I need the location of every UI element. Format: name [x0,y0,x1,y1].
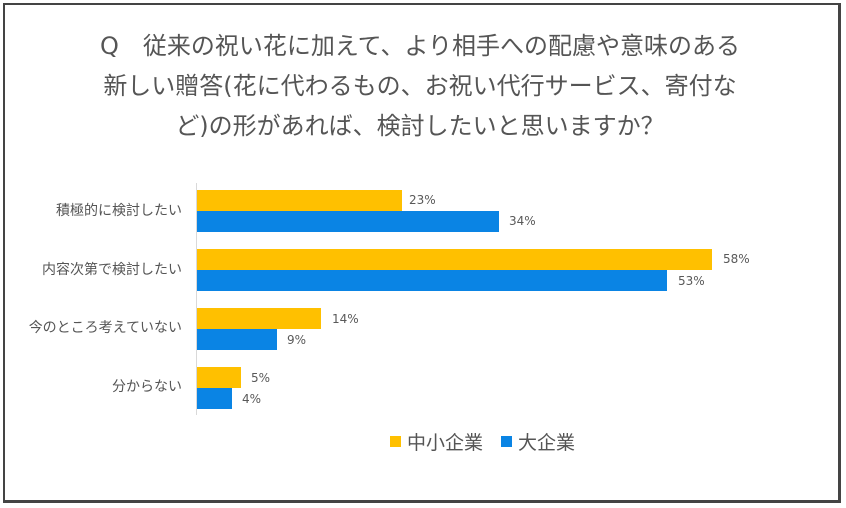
legend-item-sme: 中小企業 [390,428,483,455]
title-line-2: 新しい贈答(花に代わるもの、お祝い代行サービス、寄付な [103,72,737,100]
legend-item-large: 大企業 [501,428,575,455]
chart-legend: 中小企業 大企業 [390,428,593,455]
category-label: 内容次第で検討したい [42,262,182,278]
legend-label-large: 大企業 [518,432,576,454]
legend-swatch-large [501,436,513,447]
category-axis-line [196,183,197,415]
bar-large [197,270,667,291]
value-label-sme: 58% [723,252,750,266]
value-label-large: 53% [678,274,705,288]
bar-sme [197,308,321,329]
bar-sme [197,190,402,211]
category-label: 今のところ考えていない [28,320,182,336]
chart-title: Q 従来の祝い花に加えて、より相手への配慮や意味のある 新しい贈答(花に代わるも… [0,26,840,146]
bar-large [197,388,232,409]
bar-sme [197,249,712,270]
value-label-sme: 23% [409,193,436,207]
bar-sme [197,367,241,388]
category-label: 積極的に検討したい [56,203,182,219]
value-label-sme: 5% [251,371,271,385]
title-line-3: ど)の形があれば、検討したいと思いますか？ [175,112,665,140]
legend-swatch-sme [390,436,401,447]
bar-large [197,329,277,350]
value-label-large: 4% [242,392,262,406]
bar-large [197,211,499,232]
value-label-large: 34% [509,214,536,228]
title-line-1: Q 従来の祝い花に加えて、より相手への配慮や意味のある [99,32,740,60]
legend-label-sme: 中小企業 [407,432,484,454]
value-label-large: 9% [287,333,307,347]
value-label-sme: 14% [332,312,359,326]
category-label: 分からない [112,379,182,395]
